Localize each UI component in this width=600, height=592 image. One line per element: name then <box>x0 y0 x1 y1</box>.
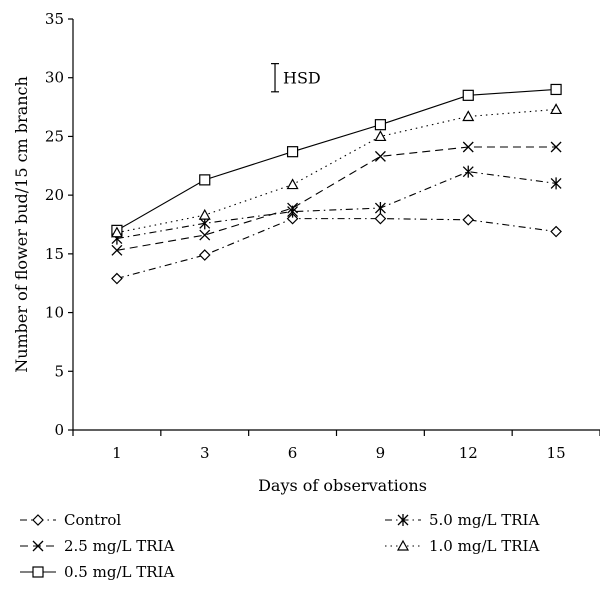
legend-marker <box>32 540 44 552</box>
legend-label: Control <box>64 511 121 529</box>
legend-item: 0.5 mg/L TRIA <box>20 563 174 581</box>
legend-label: 2.5 mg/L TRIA <box>64 537 174 555</box>
data-point <box>287 205 299 218</box>
series-line <box>116 108 557 234</box>
x-axis-title: Days of observations <box>258 476 427 495</box>
y-tick-label: 15 <box>45 245 64 263</box>
series-1 <box>111 141 562 256</box>
series-line <box>116 146 557 251</box>
data-point <box>198 208 211 220</box>
data-point <box>550 103 563 115</box>
y-tick-label: 20 <box>45 186 64 204</box>
x-tick-label: 15 <box>547 444 566 462</box>
plot-area: HSD <box>110 63 563 285</box>
x-tick-label: 3 <box>200 444 210 462</box>
legend-label: 1.0 mg/L TRIA <box>429 537 539 555</box>
data-point <box>374 202 386 215</box>
legend-item: 5.0 mg/L TRIA <box>385 511 539 529</box>
data-point <box>462 165 474 178</box>
axes: 0 5 10 15 20 25 30 35 1 3 6 9 12 15 Days of observatio… <box>12 10 600 495</box>
data-point <box>462 141 474 153</box>
series-3 <box>111 165 562 245</box>
data-point <box>462 89 474 101</box>
series-line <box>116 88 557 231</box>
data-point <box>286 212 299 225</box>
data-point <box>110 226 123 238</box>
hsd-label: HSD <box>283 69 321 88</box>
series-4 <box>110 103 563 238</box>
data-point <box>550 83 562 96</box>
y-tick-label: 35 <box>45 10 64 28</box>
data-point <box>462 110 475 122</box>
legend-marker <box>32 514 44 526</box>
legend-marker <box>397 514 409 526</box>
legend-label: 0.5 mg/L TRIA <box>64 563 174 581</box>
data-point <box>550 225 562 238</box>
x-tick-label: 12 <box>459 444 478 462</box>
data-point <box>286 146 299 158</box>
legend-marker <box>396 539 410 551</box>
legend-item: 2.5 mg/L TRIA <box>20 537 174 555</box>
data-point <box>111 244 123 256</box>
legend-item: Control <box>20 511 121 529</box>
data-point <box>199 174 211 186</box>
legend-item: 1.0 mg/L TRIA <box>385 537 539 555</box>
data-point <box>111 272 123 285</box>
legend-marker <box>32 566 44 578</box>
data-point <box>550 141 562 153</box>
data-point <box>286 178 299 190</box>
y-tick-label: 10 <box>45 304 64 322</box>
x-tick-label: 1 <box>112 444 122 462</box>
data-point <box>374 119 387 131</box>
data-point <box>374 212 387 225</box>
x-tick-label: 6 <box>288 444 298 462</box>
data-point <box>550 177 562 190</box>
data-point <box>374 130 387 142</box>
legend-label: 5.0 mg/L TRIA <box>429 511 539 529</box>
y-tick-label: 30 <box>45 69 64 87</box>
data-point <box>199 229 211 241</box>
series-line <box>116 171 557 240</box>
x-tick-label: 9 <box>376 444 386 462</box>
y-tick-label: 0 <box>54 421 64 439</box>
y-tick-label: 25 <box>45 127 64 145</box>
hsd-bar: HSD <box>271 63 321 93</box>
y-axis-title: Number of flower bud/15 cm branch <box>12 76 31 373</box>
data-point <box>462 213 475 226</box>
legend: Control 2.5 mg/L TRIA 0.5 mg/L TRIA 5.0 mg/… <box>20 511 539 581</box>
y-tick-label: 5 <box>54 362 64 380</box>
series-2 <box>111 83 562 236</box>
data-point <box>198 249 211 261</box>
series-0 <box>111 212 562 285</box>
data-point <box>374 150 386 162</box>
